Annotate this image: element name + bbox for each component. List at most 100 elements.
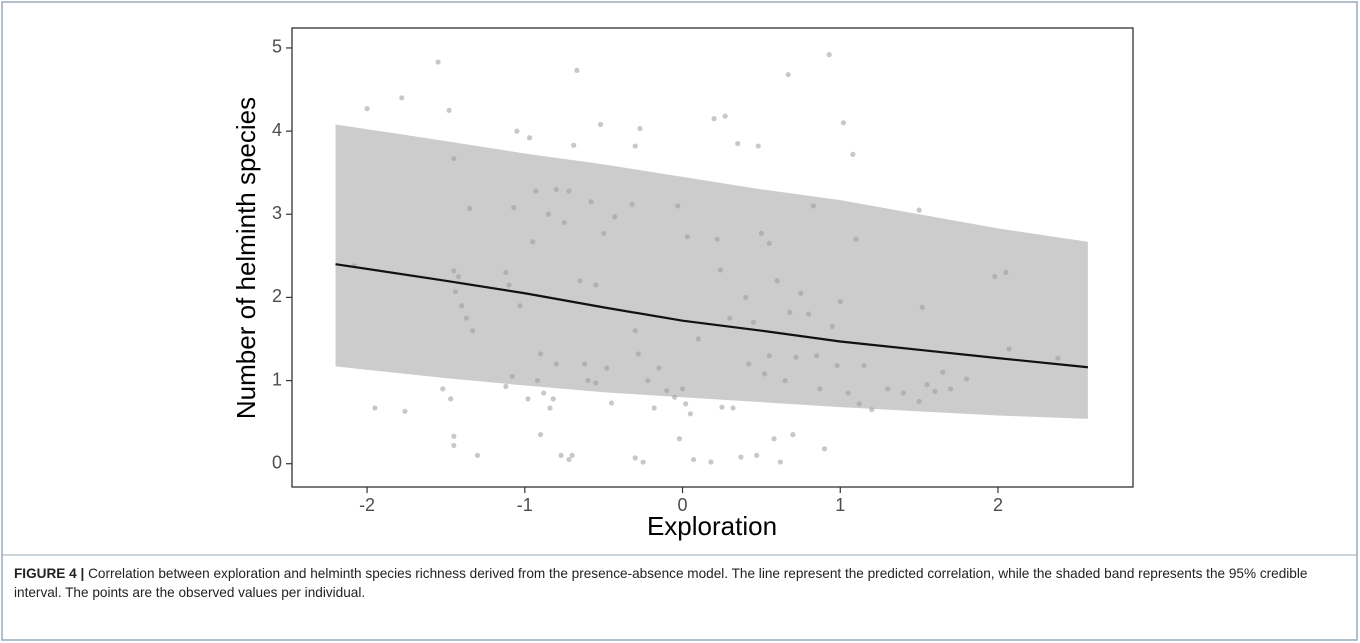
data-point <box>679 386 686 392</box>
caption-label: FIGURE 4 | <box>14 566 85 581</box>
data-point <box>604 365 610 371</box>
data-point <box>588 199 594 205</box>
data-point <box>695 336 701 342</box>
plot-area: -2 -1 0 1 2 0 1 2 3 4 5 <box>272 27 1134 515</box>
data-point <box>452 288 459 295</box>
y-tick-label: 3 <box>272 203 282 223</box>
data-point <box>884 386 891 392</box>
data-point <box>810 203 817 209</box>
data-point <box>850 151 856 157</box>
data-point <box>451 155 457 162</box>
data-point <box>777 459 783 465</box>
data-point <box>503 269 509 276</box>
data-point <box>533 188 539 194</box>
y-axis-label: Number of helminth species <box>231 97 261 419</box>
data-point <box>746 361 752 367</box>
data-point <box>534 377 541 384</box>
data-point <box>719 404 725 410</box>
plot-frame <box>291 27 1134 488</box>
data-point <box>714 236 720 242</box>
data-point <box>916 207 922 213</box>
y-tick-label: 2 <box>272 286 282 306</box>
y-tick-label: 0 <box>272 452 282 472</box>
data-point <box>577 278 583 284</box>
data-point <box>834 362 840 369</box>
data-point <box>645 377 651 384</box>
data-point <box>755 143 761 149</box>
data-point <box>541 390 547 396</box>
data-point <box>675 203 681 209</box>
data-point <box>372 405 378 411</box>
x-tick-label: 0 <box>678 495 688 515</box>
data-point <box>459 303 465 309</box>
data-point <box>629 201 635 207</box>
data-point <box>566 188 572 194</box>
data-point <box>537 432 544 438</box>
data-point <box>530 239 536 245</box>
data-point <box>798 290 804 296</box>
data-point <box>900 390 906 396</box>
data-point <box>750 319 757 325</box>
data-point <box>571 142 577 148</box>
data-point <box>440 386 446 392</box>
data-point <box>727 315 733 321</box>
data-point <box>774 278 780 284</box>
data-point <box>856 401 862 407</box>
data-point <box>593 380 599 386</box>
data-point <box>754 452 760 459</box>
data-point <box>503 383 509 389</box>
data-point <box>632 328 638 334</box>
data-point <box>793 354 799 360</box>
data-point <box>632 455 638 461</box>
data-point <box>509 373 515 380</box>
data-point <box>506 282 512 288</box>
data-point <box>451 433 457 439</box>
data-point <box>924 382 930 388</box>
data-point <box>738 454 744 460</box>
data-point <box>845 390 851 396</box>
data-point <box>451 268 457 274</box>
data-point <box>672 394 678 400</box>
data-point <box>470 328 476 334</box>
data-point <box>364 106 370 112</box>
data-point <box>771 436 777 442</box>
data-point <box>463 315 470 321</box>
data-point <box>687 411 694 417</box>
data-point <box>399 95 405 101</box>
x-tick-label: -1 <box>517 495 533 515</box>
data-point <box>683 401 689 407</box>
data-point <box>566 456 572 463</box>
data-point <box>585 377 591 384</box>
data-point <box>840 120 847 126</box>
data-point <box>782 377 788 384</box>
data-point <box>608 400 615 406</box>
data-point <box>690 456 697 463</box>
data-point <box>821 446 828 452</box>
data-point <box>561 219 567 226</box>
caption: FIGURE 4 | Correlation between explorati… <box>14 564 1344 602</box>
data-point <box>708 459 714 465</box>
data-point <box>861 362 867 369</box>
y-tick-label: 5 <box>272 37 282 57</box>
data-point <box>553 186 559 192</box>
data-point <box>525 396 531 402</box>
data-point <box>526 135 533 141</box>
data-point <box>550 396 556 402</box>
data-point <box>932 388 938 394</box>
data-point <box>785 71 791 78</box>
data-point <box>651 405 657 411</box>
data-point <box>593 282 599 288</box>
data-point <box>730 405 736 411</box>
caption-text: Correlation between exploration and helm… <box>14 566 1308 600</box>
credible-band <box>335 124 1088 419</box>
data-point <box>547 405 553 411</box>
data-point <box>656 365 662 371</box>
data-point <box>558 452 564 459</box>
x-tick-label: 1 <box>835 495 845 515</box>
data-point <box>813 353 820 359</box>
data-point <box>446 107 452 113</box>
x-tick-label: 2 <box>993 495 1003 515</box>
data-point <box>635 351 641 357</box>
